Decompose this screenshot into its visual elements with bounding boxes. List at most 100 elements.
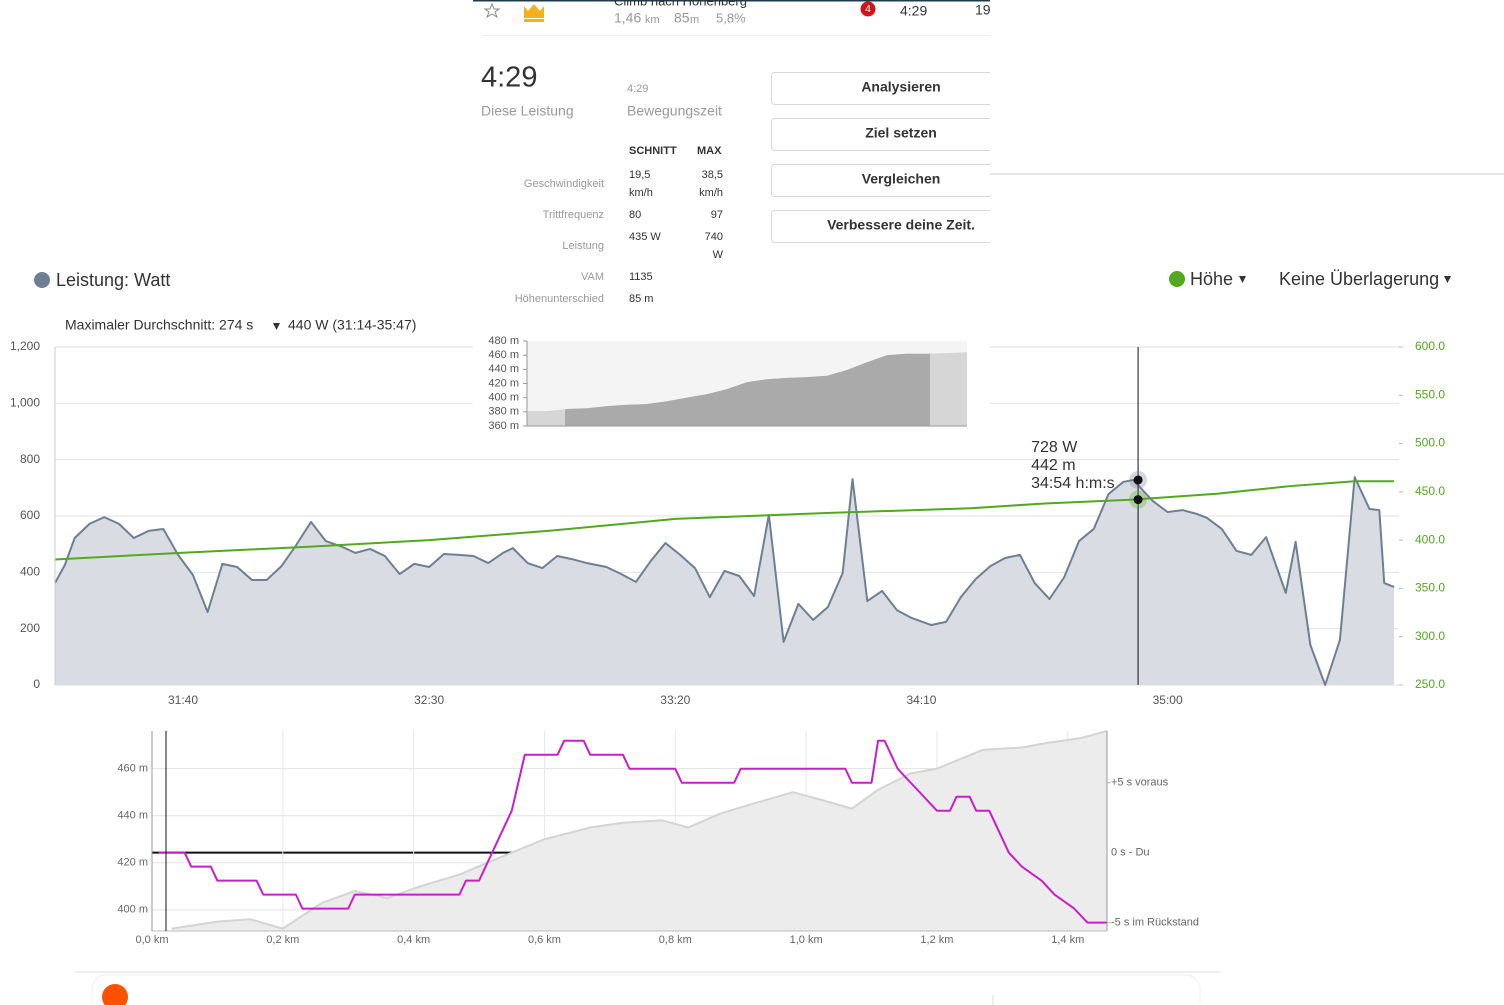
line — [171, 730, 1108, 930]
y2-tick-label: 600.0 — [1415, 339, 1445, 353]
elevation-inset: 360 m 380 m 400 m 420 m 440 m 460 m 480 m — [488, 335, 967, 432]
y-tick-label: 460 m — [117, 763, 148, 775]
y-tick-label: 800 — [20, 452, 40, 466]
crown-icon — [524, 4, 544, 18]
stat-label: Geschwindigkeit — [524, 178, 604, 190]
legend-label[interactable]: Höhe — [1190, 269, 1233, 289]
button[interactable] — [771, 118, 1012, 151]
x-tick-label: 1,0 km — [790, 934, 823, 946]
line — [54, 480, 1395, 561]
y-tick-label: 400 m — [488, 392, 519, 404]
tooltip-time: 34:54 h:m:s — [1031, 475, 1115, 492]
button-label[interactable]: Verbessere deine Zeit. — [827, 217, 975, 233]
x-tick-label: 31:40 — [168, 693, 198, 707]
power-chart: Leistung: Watt Höhe Keine Überlagerung M… — [10, 269, 1451, 707]
stat-label: Höhenunterschied — [515, 293, 604, 305]
y-tick-label: 400 m — [117, 904, 148, 916]
x-tick-label: 0,8 km — [659, 934, 692, 946]
max-average-label[interactable]: Maximaler Durchschnitt: 274 s — [65, 317, 253, 333]
dropdown-arrow[interactable] — [1239, 276, 1246, 283]
x-tick-label: 1,4 km — [1051, 934, 1084, 946]
line — [158, 739, 1107, 924]
button-label[interactable]: Analysieren — [861, 79, 940, 95]
stat-avg: 80 — [629, 209, 641, 221]
stat-avg: 19,5 — [629, 169, 650, 181]
y2-tick-label: 350.0 — [1415, 581, 1445, 595]
y-tick-label: 400 — [20, 565, 40, 579]
star-icon[interactable] — [483, 2, 501, 19]
x-tick-label: 1,2 km — [920, 934, 953, 946]
y2-tick-label: 250.0 — [1415, 677, 1445, 691]
area — [55, 477, 1395, 685]
y2-tick-label: 400.0 — [1415, 532, 1445, 546]
y2-tick-label: 450.0 — [1415, 484, 1445, 498]
segment-distance: 1,46 — [614, 10, 641, 26]
tooltip-value: 442 m — [1031, 457, 1075, 474]
stats-header: SCHNITT — [629, 145, 677, 157]
y-tick-label: 420 m — [488, 377, 519, 389]
stats-table: Geschwindigkeit 19,5 km/h 38,5 km/h Trittfreq… — [515, 169, 724, 305]
x-tick-label: 0,2 km — [266, 934, 299, 946]
y-tick-label: 420 m — [117, 857, 148, 869]
dropdown-arrow[interactable] — [1444, 276, 1451, 283]
stat-label: Leistung — [562, 240, 604, 252]
button-group: Analysieren Ziel setzen Vergleichen Verbess… — [771, 72, 1012, 243]
stat-max: 38,5 — [702, 169, 723, 181]
stat-avg: 435 W — [629, 231, 661, 243]
legend-marker[interactable] — [1169, 271, 1185, 287]
y2-tick-label: +5 s voraus — [1111, 777, 1169, 789]
y-tick-label: 1,200 — [10, 339, 40, 353]
dropdown-arrow[interactable] — [273, 323, 280, 330]
crown-icon-base — [524, 19, 544, 22]
stat-label: VAM — [581, 271, 604, 283]
line — [54, 476, 1395, 686]
y-tick-label: 380 m — [488, 406, 519, 418]
x-tick-label: 34:10 — [906, 693, 936, 707]
y-tick-label: 460 m — [488, 349, 519, 361]
y2-tick-label: 500.0 — [1415, 436, 1445, 450]
y-tick-label: 0 — [33, 677, 40, 691]
tooltip-value: 728 W — [1031, 439, 1078, 456]
x-tick-label: 35:00 — [1153, 693, 1183, 707]
button[interactable] — [771, 164, 1012, 197]
x-tick-label: 0,6 km — [528, 934, 561, 946]
effort-time-label: Diese Leistung — [481, 103, 574, 119]
y-tick-label: 360 m — [488, 420, 519, 432]
segment-grade: 5,8% — [716, 10, 746, 25]
legend-marker — [34, 272, 50, 288]
y2-tick-label: 0 s - Du — [1111, 847, 1150, 859]
button[interactable] — [771, 72, 1012, 105]
segment-elevation: 85 — [674, 10, 690, 26]
segment-popup: Climb nach Hohenberg 1,46 km 85 m 5,8% 4… — [473, 0, 1012, 432]
overlay-select[interactable]: Keine Überlagerung — [1279, 269, 1439, 289]
y-tick-label: 440 m — [117, 810, 148, 822]
segment-name[interactable]: Climb nach Hohenberg — [614, 0, 747, 8]
stat-max: 740 — [705, 231, 723, 243]
stat-avg: km/h — [629, 187, 653, 199]
button-label[interactable]: Vergleichen — [862, 171, 941, 187]
hover-dot — [1133, 495, 1143, 505]
stat-max: 97 — [711, 209, 723, 221]
button-label[interactable]: Ziel setzen — [865, 125, 937, 141]
highlight-area — [565, 353, 930, 426]
card — [91, 974, 1201, 1005]
max-average-value: 440 W (31:14-35:47) — [288, 317, 416, 333]
x-tick-label: 32:30 — [414, 693, 444, 707]
y-tick-label: 600 — [20, 508, 40, 522]
stats-header: MAX — [697, 145, 722, 157]
comparison-chart: 400 m 420 m 440 m 460 m -5 s im Rückstand 0 s… — [117, 730, 1199, 946]
button[interactable] — [771, 210, 1012, 243]
x-tick-label: 0,0 km — [135, 934, 168, 946]
stat-avg: 85 m — [629, 293, 653, 305]
area — [171, 731, 1107, 931]
effort-time: 4:29 — [481, 62, 537, 94]
y-tick-label: 480 m — [488, 335, 519, 347]
rank-badge — [860, 1, 876, 17]
y2-tick-label: 550.0 — [1415, 387, 1445, 401]
segment-elevation-unit: m — [690, 14, 699, 26]
x-tick-label: 33:20 — [660, 693, 690, 707]
x-tick-label: 0,4 km — [397, 934, 430, 946]
